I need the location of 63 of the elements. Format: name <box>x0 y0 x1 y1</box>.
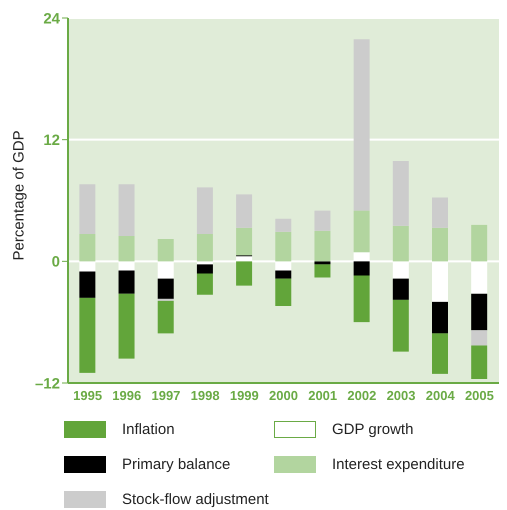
legend-label: Stock-flow adjustment <box>122 491 269 508</box>
bar <box>118 270 135 294</box>
y-axis-title: Percentage of GDP <box>10 130 28 260</box>
bar <box>236 194 252 228</box>
bar <box>118 184 135 236</box>
bar <box>392 278 409 300</box>
legend-label: Primary balance <box>122 456 230 473</box>
bar <box>354 276 370 322</box>
bar <box>79 234 96 262</box>
bar <box>275 270 292 279</box>
bar <box>79 184 96 234</box>
y-tick-label: 0 <box>52 254 60 271</box>
y-tick-label: 24 <box>43 10 61 28</box>
x-tick-label: 2002 <box>347 388 376 404</box>
bar <box>275 278 292 306</box>
y-tick-label: 12 <box>43 132 60 149</box>
x-tick-label: 2000 <box>269 388 298 404</box>
bar <box>471 224 488 262</box>
bar <box>471 294 488 330</box>
bar <box>432 228 448 262</box>
bar <box>471 345 488 379</box>
bar <box>471 330 488 346</box>
bar <box>314 261 330 264</box>
bar <box>118 294 135 359</box>
bar <box>158 278 174 299</box>
bar <box>196 264 213 274</box>
bar <box>196 274 213 295</box>
x-tick-label: 2004 <box>426 388 456 404</box>
bar <box>236 261 252 286</box>
bar <box>432 302 448 334</box>
bar <box>432 197 448 228</box>
bar <box>158 300 174 334</box>
bar <box>392 300 409 352</box>
bar <box>118 236 135 262</box>
x-tick-label: 1997 <box>151 388 180 404</box>
bar <box>275 218 292 232</box>
bar <box>314 210 330 231</box>
x-tick-label: 1996 <box>112 388 142 404</box>
legend-label: GDP growth <box>332 421 414 438</box>
bar <box>314 230 330 262</box>
legend-label: Inflation <box>122 421 175 438</box>
x-tick-label: 1995 <box>73 388 102 404</box>
bar <box>392 226 409 262</box>
bar <box>158 239 174 262</box>
bar <box>79 298 96 373</box>
x-tick-label: 2005 <box>464 388 494 404</box>
bar <box>392 160 409 226</box>
legend-label: Interest expenditure <box>332 456 465 473</box>
x-tick-label: 2001 <box>308 388 338 404</box>
bar <box>314 264 330 278</box>
bar <box>236 228 252 256</box>
bar <box>196 187 213 234</box>
x-tick-label: 1999 <box>230 388 259 404</box>
y-tick-label: –12 <box>34 375 60 392</box>
x-tick-label: 1998 <box>190 388 220 404</box>
bar <box>354 39 370 211</box>
bar <box>196 234 213 262</box>
x-tick-label: 2003 <box>386 388 416 404</box>
bar <box>275 232 292 262</box>
bar <box>354 210 370 252</box>
bar <box>79 271 96 298</box>
bar <box>354 261 370 276</box>
bar <box>432 333 448 374</box>
